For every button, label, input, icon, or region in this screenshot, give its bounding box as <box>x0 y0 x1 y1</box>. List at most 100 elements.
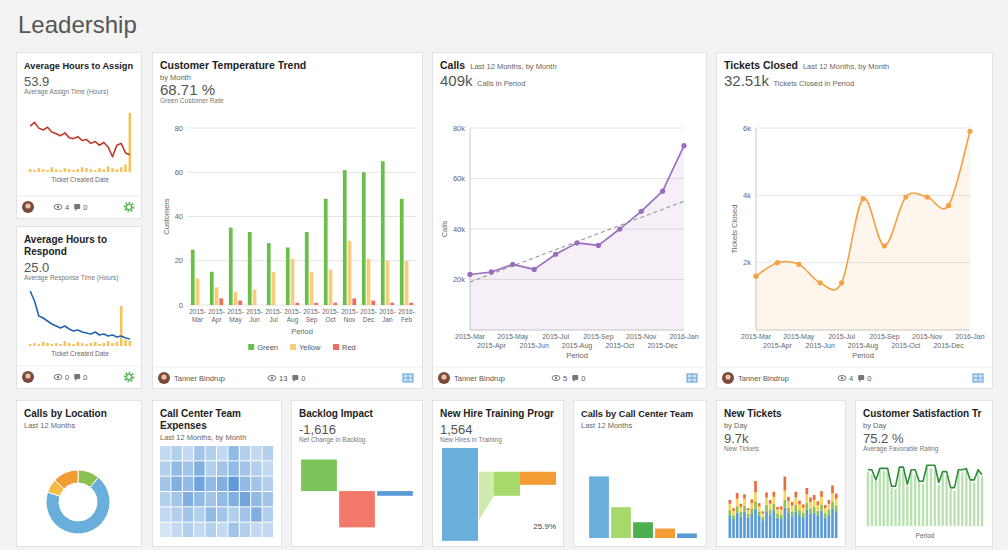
kpi-label: New Tickets <box>724 445 760 452</box>
bar <box>831 493 834 502</box>
bar <box>740 512 743 516</box>
marks <box>29 291 131 346</box>
marker <box>946 203 951 208</box>
card <box>292 401 423 547</box>
bar <box>898 468 900 526</box>
bar <box>769 515 772 538</box>
bar <box>969 481 971 526</box>
bar <box>747 508 750 510</box>
x-tick-label: 2016-Jan <box>669 333 698 340</box>
author: Tanner Bindrup <box>174 374 225 383</box>
gear-ring <box>126 204 131 209</box>
subtitle: Last 12 Months <box>24 421 76 430</box>
eye-pupil <box>271 377 273 379</box>
comments-count: 0 <box>581 374 585 383</box>
bar <box>200 305 204 306</box>
x-tick-line: Jun <box>249 316 260 323</box>
bar <box>831 485 834 493</box>
comment-icon <box>74 374 80 379</box>
y-tick-label: 60 <box>175 168 183 177</box>
bar <box>46 170 49 172</box>
bar <box>926 467 928 526</box>
heat-cell <box>171 507 181 521</box>
x-tick-line: 2015- <box>227 308 244 315</box>
line <box>756 131 970 289</box>
bar <box>773 504 776 510</box>
bar <box>809 497 812 501</box>
marker <box>639 209 644 214</box>
bar <box>824 505 827 508</box>
bar <box>732 515 735 519</box>
bar <box>377 491 413 496</box>
comments-count: 0 <box>867 374 871 383</box>
bar <box>758 503 761 506</box>
x-axis-title: Period <box>916 532 935 539</box>
kpi: 75.2 % <box>863 431 904 446</box>
table-icon-line <box>408 374 409 382</box>
legend-label: Red <box>342 343 356 352</box>
heat-cell <box>217 507 227 521</box>
bar <box>890 488 892 526</box>
x-axis-title: Period <box>291 327 313 336</box>
heat-cell <box>251 477 261 491</box>
bar <box>59 170 62 172</box>
card <box>717 401 846 547</box>
bar <box>820 497 823 505</box>
card <box>574 401 707 547</box>
x-tick-line: 2015- <box>322 308 339 315</box>
bar <box>787 501 790 507</box>
bar <box>934 470 936 526</box>
card-title: Calls by Call Center Team <box>581 409 693 419</box>
bar <box>348 241 352 305</box>
bar <box>879 470 881 526</box>
legend-swatch <box>290 344 296 350</box>
bar <box>655 529 675 538</box>
bar <box>390 303 394 305</box>
bar <box>809 502 812 508</box>
comment-tail <box>75 379 77 381</box>
bar <box>94 342 97 346</box>
avatar-face <box>725 374 730 379</box>
card <box>433 401 564 547</box>
bar <box>129 113 132 172</box>
bar <box>305 232 309 305</box>
footer-rule <box>432 367 706 368</box>
bar <box>754 492 757 501</box>
x-tick-label: 2015-Oct <box>322 308 339 323</box>
bar <box>769 504 772 510</box>
bar <box>776 510 779 514</box>
bar <box>817 501 820 505</box>
bar <box>806 510 809 539</box>
x-tick-label: 2015-Sep <box>869 333 899 341</box>
bar <box>762 513 765 517</box>
bar <box>780 506 783 509</box>
bar <box>802 504 805 507</box>
bar <box>802 517 805 538</box>
bar <box>72 170 75 172</box>
marker <box>882 243 887 248</box>
bar <box>780 510 783 515</box>
heat-cell <box>240 477 250 491</box>
heat-cell <box>263 523 273 537</box>
bar <box>754 481 757 492</box>
x-tick-label: 2015-Apr <box>763 342 792 350</box>
bar <box>765 512 768 538</box>
comment-tail <box>75 209 77 211</box>
x-tick-label: 2015-Sep <box>303 308 320 324</box>
avatar <box>722 372 734 384</box>
bar <box>791 516 794 538</box>
page-title: Leadership <box>18 11 137 38</box>
bar <box>196 278 200 305</box>
x-tick-label: 2015-Mar <box>189 308 206 323</box>
heat-cell <box>194 477 204 491</box>
bar <box>813 495 816 500</box>
y-tick-label: 2k <box>743 258 751 267</box>
kpi: 9.7k <box>724 431 749 446</box>
avatar-face <box>441 374 446 379</box>
heat-cell <box>206 523 216 537</box>
bar <box>871 475 873 526</box>
bar <box>835 512 838 538</box>
eye-icon <box>54 205 62 210</box>
bar <box>85 168 88 172</box>
bar <box>762 517 765 520</box>
